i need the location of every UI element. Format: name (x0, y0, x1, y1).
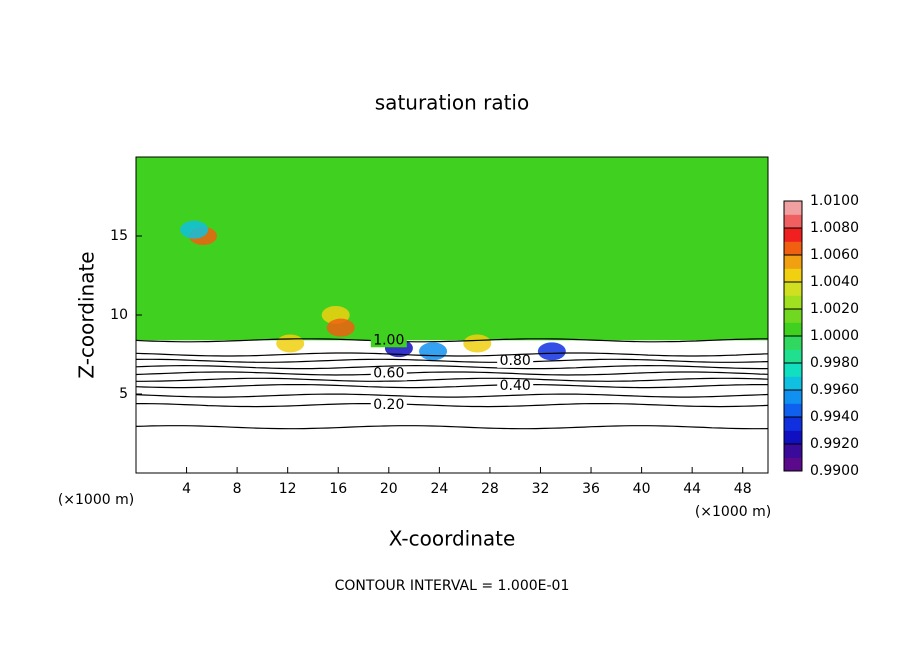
colorbar-tick-label: 1.0040 (810, 274, 859, 290)
colorbar-band (784, 214, 802, 229)
y-tick-label: 15 (110, 228, 128, 244)
colorbar-band (784, 241, 802, 256)
contour-label-bg (370, 333, 407, 348)
feature (419, 342, 448, 361)
x-tick-label: 36 (582, 481, 600, 497)
contour-label: 0.60 (373, 365, 404, 381)
colorbar-tick-label: 0.9980 (810, 355, 859, 371)
x-tick-label: 44 (683, 481, 701, 497)
colorbar-tick-label: 1.0060 (810, 247, 859, 263)
x-unit: (×1000 m) (695, 504, 771, 520)
colorbar-band (784, 201, 802, 215)
contour-label: 0.80 (500, 353, 531, 369)
colorbar-band (784, 349, 802, 364)
y-tick-label: 5 (119, 386, 128, 402)
contour-line (135, 371, 769, 376)
colorbar-band (784, 309, 802, 323)
x-tick-label: 16 (329, 481, 347, 497)
colorbar-tick-label: 1.0100 (810, 193, 859, 209)
contour-label: 0.20 (373, 397, 404, 413)
contour-label-bg (370, 398, 407, 413)
colorbar-tick-label: 0.9920 (810, 436, 859, 452)
colorbar-tick-label: 0.9940 (810, 409, 859, 425)
colorbar-band (784, 444, 802, 458)
x-tick-label: 20 (380, 481, 398, 497)
contour-line (135, 364, 768, 370)
colorbar-band (784, 336, 802, 350)
x-axis-label: X-coordinate (389, 527, 516, 551)
colorbar-tick-label: 1.0000 (810, 328, 859, 344)
contour-line (136, 403, 769, 408)
contour-line (135, 358, 769, 363)
colorbar-band (784, 390, 802, 404)
x-tick-label: 28 (481, 481, 499, 497)
contour-line (136, 377, 769, 382)
feature (180, 220, 209, 239)
contour-label: 0.40 (500, 378, 531, 394)
x-tick-label: 24 (430, 481, 448, 497)
contour-line (135, 338, 768, 343)
x-tick-label: 8 (233, 481, 242, 497)
colorbar-band (784, 282, 802, 296)
colorbar-band (784, 363, 802, 377)
colorbar-band (784, 430, 802, 445)
x-tick-label: 4 (182, 481, 191, 497)
colorbar-band (784, 295, 802, 310)
contour-label-bg (497, 379, 534, 394)
contour-line (135, 352, 769, 357)
feature (537, 342, 566, 361)
x-tick-label: 32 (532, 481, 550, 497)
x-tick-label: 48 (734, 481, 752, 497)
footer: CONTOUR INTERVAL = 1.000E-01 (335, 578, 570, 594)
colorbar-tick-label: 1.0080 (810, 220, 859, 236)
colorbar-band (784, 322, 802, 337)
feature (276, 334, 305, 353)
colorbar-tick-label: 0.9900 (810, 463, 859, 479)
contour-line (135, 384, 768, 389)
contour-line (135, 393, 769, 398)
colorbar-band (784, 376, 802, 391)
colorbar-band (784, 255, 802, 269)
x-tick-label: 40 (633, 481, 651, 497)
feature (326, 318, 355, 337)
contour-label: 1.00 (373, 332, 404, 348)
feature (463, 334, 492, 353)
contour-line (135, 425, 769, 430)
colorbar-band (784, 268, 802, 283)
colorbar-band (784, 457, 802, 472)
chart-title: saturation ratio (375, 91, 529, 115)
contour-label-bg (497, 353, 534, 368)
y-tick-label: 10 (110, 307, 128, 323)
colorbar-tick-label: 0.9960 (810, 382, 859, 398)
contour-label-bg (370, 366, 407, 381)
colorbar-band (784, 403, 802, 418)
colorbar-band (784, 417, 802, 431)
y-axis-label: Z-coordinate (75, 251, 99, 378)
colorbar-band (784, 228, 802, 242)
y-unit: (×1000 m) (58, 492, 134, 508)
x-tick-label: 12 (279, 481, 297, 497)
colorbar-tick-label: 1.0020 (810, 301, 859, 317)
